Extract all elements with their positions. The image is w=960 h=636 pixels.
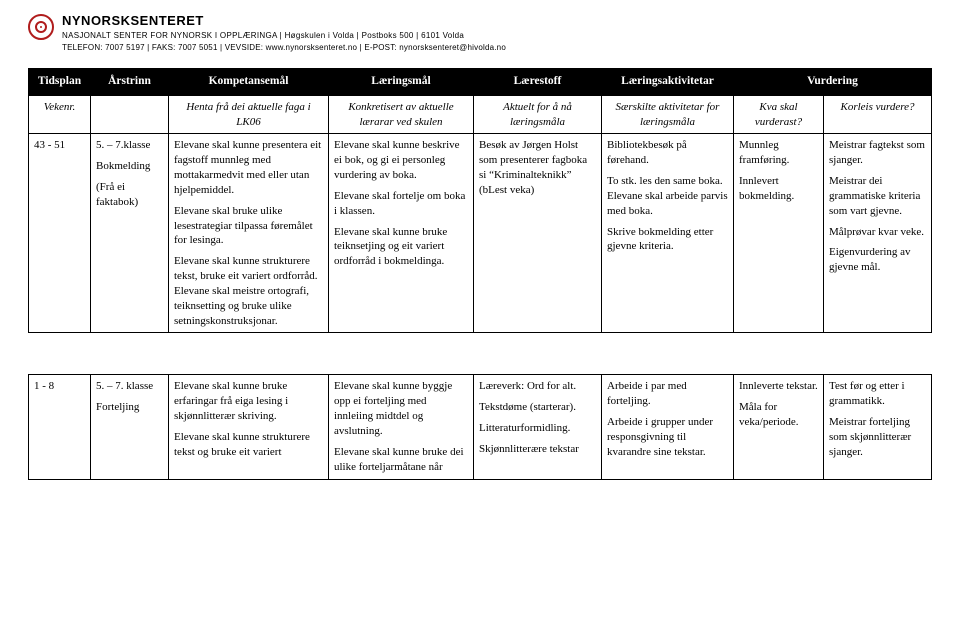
cell-paragraph: 5. – 7.klasse <box>96 138 163 153</box>
cell-paragraph: Innleverte tekstar. <box>739 379 818 394</box>
cell-paragraph: Elevane skal kunne strukturere tekst og … <box>174 430 323 460</box>
cell-paragraph: Elevane skal kunne byggje opp ei fortelj… <box>334 379 468 438</box>
cell-paragraph: Skrive bokmelding etter gjevne kriteria. <box>607 225 728 255</box>
col-arstrinn: Årstrinn <box>91 69 169 96</box>
cell-paragraph: Test før og etter i grammatikk. <box>829 379 926 409</box>
cell-paragraph: Bibliotekbesøk på førehand. <box>607 138 728 168</box>
cell-laerestoff: Besøk av Jørgen Holst som presenterer fa… <box>474 134 602 333</box>
table-row: 1 - 8 5. – 7. klasse Forteljing Elevane ska… <box>29 375 932 479</box>
org-subline: NASJONALT SENTER FOR NYNORSK I OPPLÆRING… <box>62 31 932 42</box>
cell-paragraph: To stk. les den same boka. Elevane skal … <box>607 174 728 219</box>
sub-v2: Korleis vurdere? <box>824 95 932 134</box>
cell-vurdering-korleis: Test før og etter i grammatikk. Meistrar … <box>824 375 932 479</box>
gap-row <box>29 333 932 375</box>
cell-vurdering-kva: Innleverte tekstar. Måla for veka/periode… <box>734 375 824 479</box>
cell-tidsplan: 1 - 8 <box>29 375 91 479</box>
gap-cell <box>29 333 932 375</box>
cell-paragraph: Meistrar dei grammatiske kriteria som va… <box>829 174 926 219</box>
cell-paragraph: Innlevert bokmelding. <box>739 174 818 204</box>
letterhead-text: NYNORSKSENTERET NASJONALT SENTER FOR NYN… <box>62 12 932 54</box>
sub-lm: Konkretisert av aktuelle lærarar ved sku… <box>329 95 474 134</box>
cell-paragraph: Elevane skal kunne bruke dei ulike forte… <box>334 445 468 475</box>
cell-laerestoff: Læreverk: Ord for alt. Tekstdøme (starter… <box>474 375 602 479</box>
cell-paragraph: Elevane skal kunne strukturere tekst, br… <box>174 254 323 328</box>
cell-paragraph: Munnleg framføring. <box>739 138 818 168</box>
cell-paragraph: Forteljing <box>96 400 163 415</box>
page: NYNORSKSENTERET NASJONALT SENTER FOR NYN… <box>0 0 960 480</box>
cell-laeringsakt: Arbeide i par med forteljing. Arbeide i g… <box>602 375 734 479</box>
cell-laeringsakt: Bibliotekbesøk på førehand. To stk. les d… <box>602 134 734 333</box>
cell-paragraph: Elevane skal fortelje om boka i klassen. <box>334 189 468 219</box>
sub-vekenr: Vekenr. <box>29 95 91 134</box>
cell-kompetansemal: Elevane skal kunne presentera eit fagsto… <box>169 134 329 333</box>
cell-paragraph: Elevane skal kunne bruke erfaringar frå … <box>174 379 323 424</box>
cell-vurdering-kva: Munnleg framføring. Innlevert bokmelding. <box>734 134 824 333</box>
cell-kompetansemal: Elevane skal kunne bruke erfaringar frå … <box>169 375 329 479</box>
sub-ls: Aktuelt for å nå læringsmåla <box>474 95 602 134</box>
cell-paragraph: Elevane skal kunne beskrive ei bok, og g… <box>334 138 468 183</box>
col-laeringsmal: Læringsmål <box>329 69 474 96</box>
cell-laeringsmal: Elevane skal kunne byggje opp ei fortelj… <box>329 375 474 479</box>
cell-paragraph: Besøk av Jørgen Holst som presenterer fa… <box>479 138 596 197</box>
col-vurdering: Vurdering <box>734 69 932 96</box>
cell-paragraph: Meistrar forteljing som skjønnlitterær s… <box>829 415 926 460</box>
cell-arstrinn: 5. – 7.klasse Bokmelding (Frå ei faktabok) <box>91 134 169 333</box>
cell-paragraph: (Frå ei faktabok) <box>96 180 163 210</box>
org-contact: TELEFON: 7007 5197 | FAKS: 7007 5051 | V… <box>62 43 932 54</box>
cell-paragraph: Elevane skal bruke ulike lesestrategiar … <box>174 204 323 249</box>
cell-paragraph: Målprøvar kvar veke. <box>829 225 926 240</box>
sub-komp: Henta frå dei aktuelle faga i LK06 <box>169 95 329 134</box>
col-laerestoff: Lærestoff <box>474 69 602 96</box>
cell-paragraph: Eigenvurdering av gjevne mål. <box>829 245 926 275</box>
cell-paragraph: 5. – 7. klasse <box>96 379 163 394</box>
sub-v1: Kva skal vurderast? <box>734 95 824 134</box>
cell-paragraph: Bokmelding <box>96 159 163 174</box>
cell-paragraph: Skjønnlitterære tekstar <box>479 442 596 457</box>
logo-icon <box>28 14 54 40</box>
org-name: NYNORSKSENTERET <box>62 12 932 30</box>
cell-paragraph: Læreverk: Ord for alt. <box>479 379 596 394</box>
cell-paragraph: Måla for veka/periode. <box>739 400 818 430</box>
table-row: 43 - 51 5. – 7.klasse Bokmelding (Frå ei fa… <box>29 134 932 333</box>
cell-arstrinn: 5. – 7. klasse Forteljing <box>91 375 169 479</box>
table-subheader-row: Vekenr. Henta frå dei aktuelle faga i LK… <box>29 95 932 134</box>
cell-tidsplan: 43 - 51 <box>29 134 91 333</box>
cell-paragraph: Litteraturformidling. <box>479 421 596 436</box>
cell-vurdering-korleis: Meistrar fagtekst som sjanger. Meistrar d… <box>824 134 932 333</box>
table-header-row: Tidsplan Årstrinn Kompetansemål Læringsm… <box>29 69 932 96</box>
cell-paragraph: Arbeide i par med forteljing. <box>607 379 728 409</box>
letterhead: NYNORSKSENTERET NASJONALT SENTER FOR NYN… <box>28 12 932 54</box>
col-laeringsakt: Læringsaktivitetar <box>602 69 734 96</box>
cell-paragraph: Elevane skal kunne presentera eit fagsto… <box>174 138 323 197</box>
cell-paragraph: Arbeide i grupper under responsgivning t… <box>607 415 728 460</box>
cell-laeringsmal: Elevane skal kunne beskrive ei bok, og g… <box>329 134 474 333</box>
cell-paragraph: Elevane skal kunne bruke teiknsetjing og… <box>334 225 468 270</box>
plan-table: Tidsplan Årstrinn Kompetansemål Læringsm… <box>28 68 932 479</box>
sub-la: Særskilte aktivitetar for læringsmåla <box>602 95 734 134</box>
cell-paragraph: Tekstdøme (starterar). <box>479 400 596 415</box>
col-kompetansemal: Kompetansemål <box>169 69 329 96</box>
cell-paragraph: Meistrar fagtekst som sjanger. <box>829 138 926 168</box>
sub-blank <box>91 95 169 134</box>
col-tidsplan: Tidsplan <box>29 69 91 96</box>
